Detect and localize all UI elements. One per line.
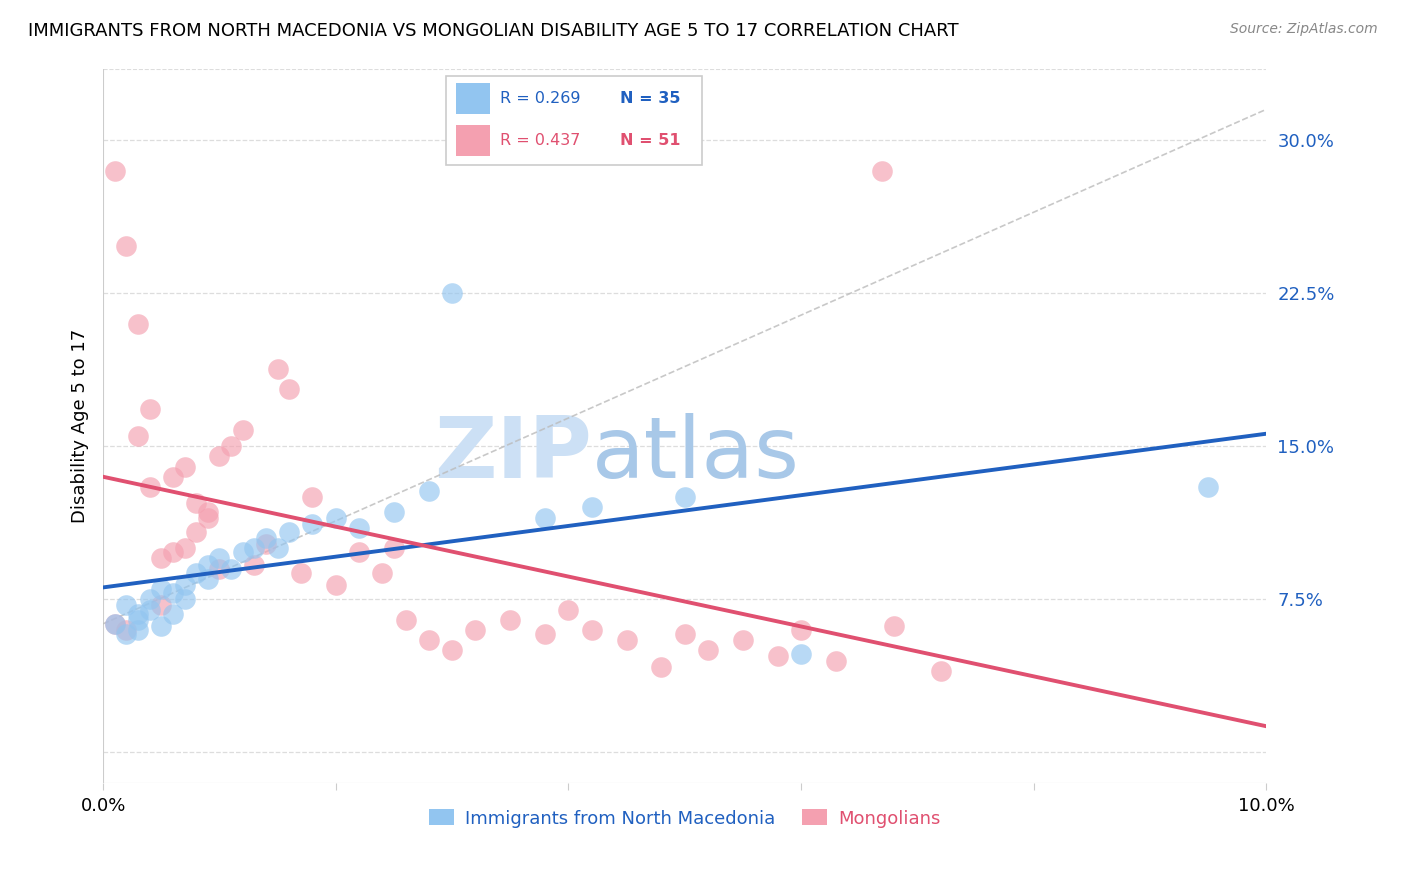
Point bbox=[208, 551, 231, 566]
Point bbox=[766, 649, 789, 664]
Point bbox=[186, 566, 208, 580]
Point bbox=[418, 484, 440, 499]
Point bbox=[557, 602, 579, 616]
Point bbox=[162, 586, 184, 600]
Point bbox=[673, 627, 696, 641]
Point bbox=[127, 317, 149, 331]
Point bbox=[162, 470, 184, 484]
Point bbox=[1197, 480, 1219, 494]
Point bbox=[301, 490, 323, 504]
Point bbox=[150, 582, 173, 596]
Point bbox=[150, 619, 173, 633]
Point bbox=[162, 545, 184, 559]
Point bbox=[197, 558, 219, 572]
Point bbox=[697, 643, 720, 657]
Point bbox=[394, 613, 416, 627]
Point bbox=[150, 551, 173, 566]
Point bbox=[301, 516, 323, 531]
Point bbox=[441, 643, 464, 657]
Point bbox=[232, 423, 254, 437]
Point bbox=[173, 541, 195, 556]
Point bbox=[208, 562, 231, 576]
Point bbox=[790, 648, 813, 662]
Point bbox=[441, 286, 464, 301]
Point bbox=[243, 558, 266, 572]
Point bbox=[266, 541, 288, 556]
Point bbox=[138, 602, 160, 616]
Point bbox=[581, 623, 603, 637]
Point bbox=[616, 633, 638, 648]
Point bbox=[104, 616, 127, 631]
Point bbox=[186, 496, 208, 510]
Point bbox=[173, 578, 195, 592]
Point bbox=[464, 623, 486, 637]
Point bbox=[347, 545, 370, 559]
Point bbox=[115, 239, 138, 253]
Text: Source: ZipAtlas.com: Source: ZipAtlas.com bbox=[1230, 22, 1378, 37]
Point bbox=[371, 566, 394, 580]
Point bbox=[208, 450, 231, 464]
Text: atlas: atlas bbox=[592, 413, 800, 496]
Point bbox=[232, 545, 254, 559]
Point bbox=[581, 500, 603, 515]
Point bbox=[138, 402, 160, 417]
Point bbox=[731, 633, 754, 648]
Point bbox=[278, 382, 301, 396]
Point bbox=[243, 541, 266, 556]
Point bbox=[325, 578, 347, 592]
Point bbox=[290, 566, 312, 580]
Point bbox=[382, 541, 405, 556]
Point bbox=[650, 659, 672, 673]
Point bbox=[790, 623, 813, 637]
Point bbox=[138, 480, 160, 494]
Point bbox=[138, 592, 160, 607]
Point bbox=[499, 613, 522, 627]
Point bbox=[929, 664, 952, 678]
Point bbox=[325, 510, 347, 524]
Point bbox=[104, 616, 127, 631]
Point bbox=[173, 459, 195, 474]
Point bbox=[534, 627, 557, 641]
Point bbox=[104, 163, 127, 178]
Point bbox=[127, 429, 149, 443]
Text: IMMIGRANTS FROM NORTH MACEDONIA VS MONGOLIAN DISABILITY AGE 5 TO 17 CORRELATION : IMMIGRANTS FROM NORTH MACEDONIA VS MONGO… bbox=[28, 22, 959, 40]
Point bbox=[872, 163, 894, 178]
Text: ZIP: ZIP bbox=[434, 413, 592, 496]
Point bbox=[825, 654, 848, 668]
Point bbox=[162, 607, 184, 621]
Point bbox=[197, 504, 219, 518]
Y-axis label: Disability Age 5 to 17: Disability Age 5 to 17 bbox=[72, 328, 89, 523]
Point bbox=[266, 361, 288, 376]
Point bbox=[127, 607, 149, 621]
Point bbox=[115, 599, 138, 613]
Point bbox=[197, 510, 219, 524]
Point bbox=[254, 531, 277, 545]
Point bbox=[127, 613, 149, 627]
Point bbox=[673, 490, 696, 504]
Point bbox=[197, 572, 219, 586]
Point bbox=[186, 524, 208, 539]
Point bbox=[347, 521, 370, 535]
Point bbox=[254, 537, 277, 551]
Point bbox=[115, 623, 138, 637]
Point bbox=[278, 524, 301, 539]
Point bbox=[127, 623, 149, 637]
Point bbox=[219, 562, 242, 576]
Point bbox=[173, 592, 195, 607]
Point bbox=[534, 510, 557, 524]
Point bbox=[883, 619, 905, 633]
Point bbox=[418, 633, 440, 648]
Point bbox=[382, 504, 405, 518]
Point bbox=[219, 439, 242, 453]
Point bbox=[150, 599, 173, 613]
Legend: Immigrants from North Macedonia, Mongolians: Immigrants from North Macedonia, Mongoli… bbox=[422, 802, 948, 835]
Point bbox=[115, 627, 138, 641]
